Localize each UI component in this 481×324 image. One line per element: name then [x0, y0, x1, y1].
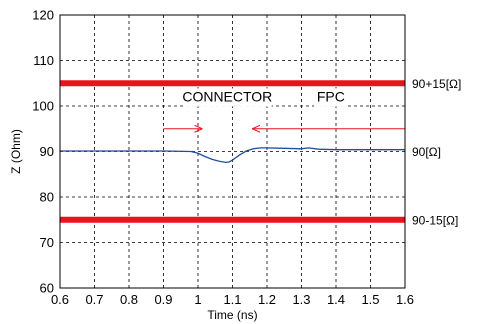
y-tick-label: 60 [40, 281, 54, 296]
annotations: CONNECTOR FPC [182, 88, 348, 107]
x-tick-label: 1 [194, 292, 201, 307]
tick-labels: 0.6 0.7 0.8 0.9 1 1.1 1.2 1.3 1.4 1.5 1.6 60 70 80 90 1… [32, 8, 414, 308]
y-tick-label: 70 [40, 235, 54, 250]
y-tick-label: 100 [32, 99, 54, 114]
impedance-line [60, 147, 405, 164]
annotation-background [314, 88, 348, 107]
y-tick-label: 110 [33, 53, 54, 68]
x-tick-label: 0.7 [85, 292, 103, 307]
plot-frame [59, 14, 406, 289]
series [60, 147, 405, 164]
x-tick-label: 1.3 [292, 292, 310, 307]
x-tick-label: 1.4 [327, 292, 345, 307]
x-tick-label: 1.2 [258, 292, 276, 307]
x-tick-label: 1.1 [223, 292, 241, 307]
annotation-label: FPC [317, 88, 345, 104]
y-tick-label: 80 [40, 190, 54, 205]
x-tick-label: 1.6 [396, 292, 414, 307]
x-tick-label: 0.9 [154, 292, 172, 307]
reference-label: 90[Ω] [412, 145, 441, 159]
x-axis-label: Time (ns) [207, 308, 257, 322]
x-tick-label: 0.8 [120, 292, 138, 307]
reference-label: 90+15[Ω] [412, 77, 461, 91]
y-tick-label: 90 [40, 144, 54, 159]
x-tick-label: 0.6 [51, 292, 69, 307]
x-tick-label: 1.5 [361, 292, 379, 307]
reference-label: 90-15[Ω] [412, 213, 458, 227]
annotation-background [182, 88, 272, 107]
y-axis-label: Z (Ohm) [9, 129, 23, 174]
reference-lines: 90+15[Ω] 90[Ω] 90-15[Ω] [60, 77, 461, 227]
annotation-label: CONNECTOR [182, 88, 272, 104]
y-tick-label: 120 [32, 8, 54, 23]
